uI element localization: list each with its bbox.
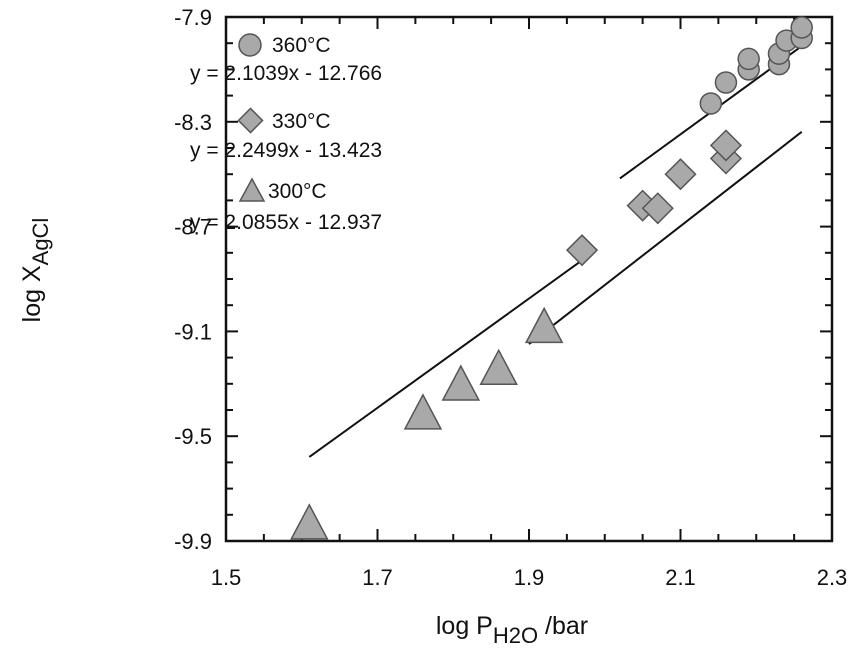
y-tick-labels: -7.9 -8.3 -8.7 -9.1 -9.5 -9.9 — [174, 5, 212, 554]
y-axis-title: log XAgCl — [18, 218, 53, 323]
x-tick-label: 2.1 — [665, 565, 696, 590]
data-point-circle — [737, 47, 760, 71]
data-point-triangle — [479, 348, 518, 386]
x-axis-title: log PH2O /bar — [436, 612, 588, 648]
x-tick-label: 1.5 — [211, 565, 242, 590]
data-point-diamond — [565, 234, 599, 267]
data-point-diamond — [664, 158, 697, 191]
x-tick-labels: 1.5 1.7 1.9 2.1 2.3 — [211, 565, 848, 590]
fit-line — [308, 248, 598, 458]
legend-equation-330: y = 2.2499x - 13.423 — [190, 139, 382, 162]
data-point-circle — [699, 92, 723, 115]
x-axis-title-sub: H2O — [493, 623, 538, 648]
legend-label-330: 330°C — [272, 110, 331, 133]
fit-line — [528, 131, 803, 345]
legend-label-300: 300°C — [268, 180, 327, 203]
x-tick-label: 1.9 — [514, 565, 545, 590]
fit-lines — [308, 39, 810, 458]
legend-label-360: 360°C — [272, 34, 331, 57]
y-axis-title-sub: AgCl — [28, 218, 53, 266]
data-point-circle — [714, 71, 738, 94]
x-tick-label: 2.3 — [817, 565, 848, 590]
legend-equation-360: y = 2.1039x - 12.766 — [190, 62, 382, 85]
plot-frame — [224, 15, 834, 543]
y-tick-label: -7.9 — [174, 5, 212, 30]
data-point-circle — [790, 16, 813, 39]
data-point-triangle — [290, 503, 329, 540]
y-axis-title-main: log X — [18, 265, 46, 322]
data-point-diamond — [641, 192, 674, 225]
legend: 360°C y = 2.1039x - 12.766 330°C y = 2.2… — [190, 33, 382, 234]
y-tick-label: -9.9 — [174, 529, 212, 554]
x-tick-label: 1.7 — [362, 565, 393, 590]
axis-ticks — [225, 16, 833, 542]
x-axis-title-suffix: /bar — [538, 612, 588, 640]
y-tick-label: -8.7 — [174, 215, 212, 240]
data-markers — [290, 16, 813, 540]
data-point-diamond — [709, 129, 743, 162]
legend-equation-300: y = 2.0855x - 12.937 — [190, 211, 382, 234]
y-tick-label: -8.3 — [174, 110, 212, 135]
x-axis-title-main: log P — [436, 612, 493, 640]
legend-marker-330 — [237, 107, 264, 134]
y-tick-label: -9.1 — [174, 319, 212, 344]
legend-marker-360 — [238, 33, 262, 57]
legend-marker-300 — [238, 177, 266, 202]
data-point-triangle — [524, 306, 564, 344]
y-tick-label: -9.5 — [174, 424, 212, 449]
data-point-triangle — [403, 393, 443, 430]
data-point-triangle — [441, 364, 481, 401]
